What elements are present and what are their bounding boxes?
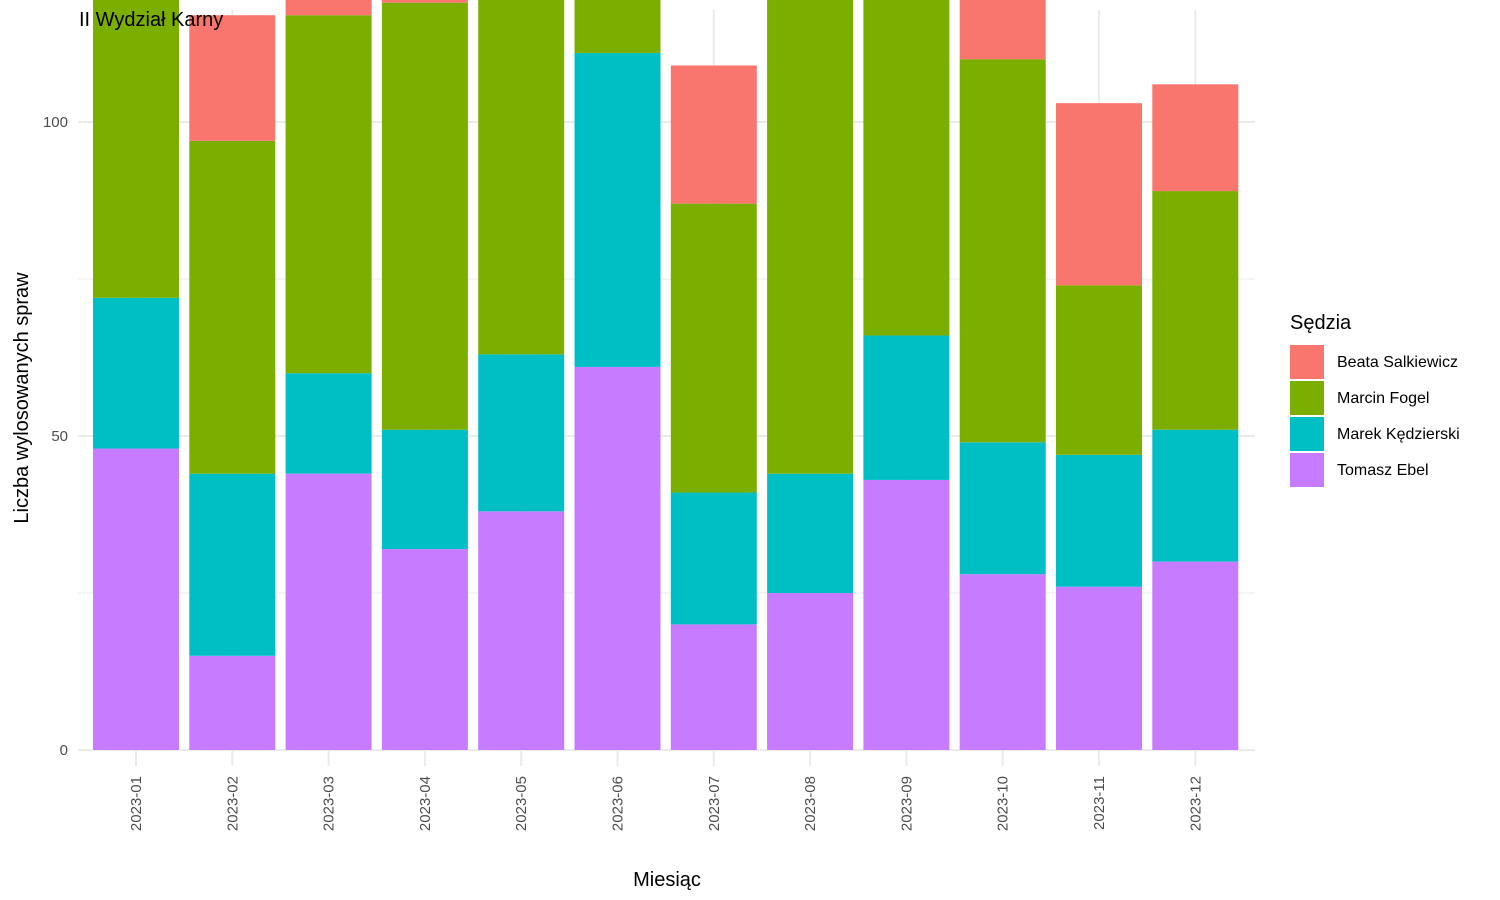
bar-marcin-fogel-2023-01: [93, 0, 179, 298]
x-axis-title: Miesiąc: [633, 869, 701, 891]
legend-swatch: [1290, 453, 1324, 487]
y-tick-label: 50: [51, 428, 68, 445]
legend-swatch: [1290, 345, 1324, 379]
bar-tomasz-ebel-2023-08: [767, 593, 854, 750]
x-tick-label: 2023-02: [224, 776, 241, 831]
bar-tomasz-ebel-2023-12: [1152, 561, 1239, 750]
bar-beata-salkiewicz-2023-03: [285, 0, 372, 16]
x-axis-ticks: 2023-01 2023-02 2023-03 2023-04 2023-05 2023-…: [128, 776, 1204, 831]
bar-marcin-fogel-2023-06: [574, 0, 661, 53]
legend-swatch: [1290, 417, 1324, 451]
bar-tomasz-ebel-2023-11: [1056, 586, 1142, 750]
x-tick-label: 2023-08: [802, 776, 819, 831]
legend-swatch: [1290, 381, 1324, 415]
bars: [93, 0, 1239, 750]
legend-label: Marek Kędzierski: [1337, 426, 1460, 443]
x-tick-label: 2023-03: [321, 776, 338, 831]
bar-marek-k-dzierski-2023-12: [1152, 429, 1239, 562]
bar-marek-k-dzierski-2023-08: [767, 473, 854, 593]
x-tick-label: 2023-04: [417, 776, 434, 831]
bar-marcin-fogel-2023-07: [670, 203, 757, 493]
bar-beata-salkiewicz-2023-02: [189, 15, 276, 141]
bar-tomasz-ebel-2023-01: [93, 448, 179, 750]
bar-marek-k-dzierski-2023-06: [574, 52, 661, 367]
bar-marcin-fogel-2023-09: [863, 0, 950, 336]
bar-beata-salkiewicz-2023-10: [959, 0, 1046, 60]
bar-tomasz-ebel-2023-10: [959, 574, 1046, 750]
bar-beata-salkiewicz-2023-07: [670, 65, 757, 204]
bar-marcin-fogel-2023-08: [767, 0, 854, 474]
bar-marek-k-dzierski-2023-01: [93, 297, 179, 449]
bar-marek-k-dzierski-2023-05: [478, 354, 565, 512]
x-tick-label: 2023-05: [513, 776, 530, 831]
legend-title: Sędzia: [1290, 312, 1352, 334]
y-tick-label: 100: [43, 114, 68, 131]
bar-tomasz-ebel-2023-04: [381, 549, 468, 750]
bar-marcin-fogel-2023-05: [478, 0, 565, 355]
bar-marek-k-dzierski-2023-10: [959, 442, 1046, 575]
legend-label: Beata Salkiewicz: [1337, 354, 1458, 371]
bar-marcin-fogel-2023-04: [381, 2, 468, 430]
bar-marcin-fogel-2023-02: [189, 140, 276, 474]
x-tick-label: 2023-09: [898, 776, 915, 831]
bar-marcin-fogel-2023-03: [285, 15, 372, 374]
y-tick-label: 0: [60, 742, 68, 759]
bar-tomasz-ebel-2023-02: [189, 655, 276, 750]
legend-label: Marcin Fogel: [1337, 390, 1429, 407]
bar-marek-k-dzierski-2023-03: [285, 373, 372, 474]
legend: Sędzia Beata Salkiewicz Marcin Fogel Marek…: [1290, 312, 1460, 487]
bar-marek-k-dzierski-2023-11: [1056, 454, 1142, 587]
bar-beata-salkiewicz-2023-12: [1152, 84, 1239, 192]
x-tick-label: 2023-12: [1187, 776, 1204, 831]
bar-tomasz-ebel-2023-03: [285, 473, 372, 750]
x-tick-label: 2023-01: [128, 776, 145, 831]
y-axis-title: Liczba wylosowanych spraw: [11, 272, 33, 524]
bar-tomasz-ebel-2023-09: [863, 479, 950, 750]
bar-marcin-fogel-2023-10: [959, 59, 1046, 443]
x-tick-label: 2023-06: [610, 776, 627, 831]
x-tick-label: 2023-07: [706, 776, 723, 831]
chart-title: II Wydział Karny: [79, 9, 223, 31]
bar-marek-k-dzierski-2023-02: [189, 473, 276, 656]
bar-tomasz-ebel-2023-07: [670, 624, 757, 750]
x-tick-label: 2023-10: [995, 776, 1012, 831]
bar-tomasz-ebel-2023-06: [574, 366, 661, 750]
bar-marek-k-dzierski-2023-07: [670, 492, 757, 625]
bar-beata-salkiewicz-2023-11: [1056, 103, 1142, 286]
bar-tomasz-ebel-2023-05: [478, 511, 565, 750]
x-tick-label: 2023-11: [1091, 776, 1108, 830]
bar-marek-k-dzierski-2023-04: [381, 429, 468, 550]
bar-marcin-fogel-2023-11: [1056, 285, 1142, 455]
bar-marek-k-dzierski-2023-09: [863, 335, 950, 480]
legend-label: Tomasz Ebel: [1337, 462, 1429, 479]
y-axis-ticks: 050100150200: [43, 114, 68, 759]
bar-marcin-fogel-2023-12: [1152, 191, 1239, 430]
bar-beata-salkiewicz-2023-04: [381, 0, 468, 3]
